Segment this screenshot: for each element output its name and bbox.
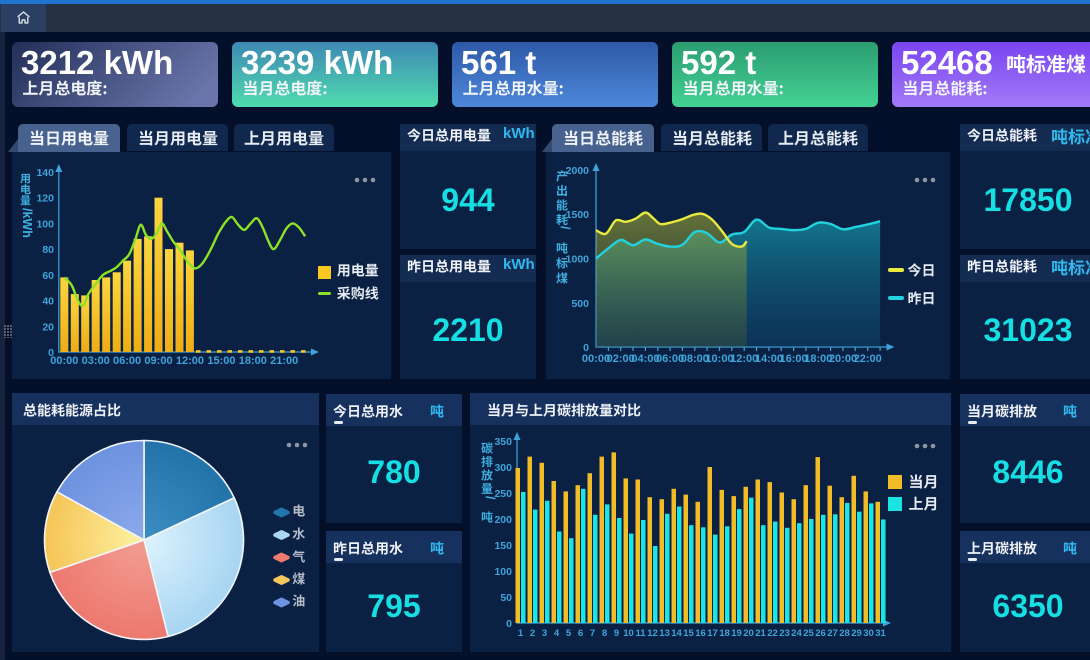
svg-text:3: 3 [542,628,547,639]
svg-text:12: 12 [647,628,658,639]
svg-text:5: 5 [566,628,572,639]
svg-text:40: 40 [42,296,54,308]
svg-text:18: 18 [719,628,730,639]
svg-text:500: 500 [571,298,589,310]
svg-text:15:00: 15:00 [207,355,235,367]
svg-text:06:00: 06:00 [656,353,684,365]
svg-text:2: 2 [530,628,535,639]
svg-text:27: 27 [827,628,838,639]
svg-text:1: 1 [518,628,524,639]
svg-text:16:00: 16:00 [780,353,808,365]
svg-text:16: 16 [695,628,706,639]
svg-text:1000: 1000 [566,254,590,266]
svg-text:140: 140 [36,167,54,179]
svg-text:06:00: 06:00 [113,355,141,367]
svg-text:7: 7 [590,628,595,639]
svg-text:08:00: 08:00 [681,353,709,365]
svg-text:50: 50 [500,592,512,604]
svg-text:0: 0 [583,342,589,354]
svg-text:0: 0 [506,618,512,630]
svg-text:11: 11 [635,628,646,639]
svg-text:04:00: 04:00 [631,353,659,365]
svg-text:23: 23 [779,628,790,639]
svg-text:14: 14 [671,628,682,639]
svg-text:12:00: 12:00 [730,353,758,365]
svg-text:10: 10 [623,628,634,639]
svg-text:4: 4 [554,628,560,639]
svg-text:60: 60 [42,270,54,282]
svg-text:150: 150 [494,540,512,552]
svg-text:100: 100 [36,218,54,230]
svg-text:14:00: 14:00 [755,353,783,365]
svg-text:13: 13 [659,628,670,639]
svg-text:03:00: 03:00 [82,355,110,367]
svg-text:120: 120 [36,193,54,205]
svg-text:10:00: 10:00 [705,353,733,365]
svg-text:22:00: 22:00 [854,353,882,365]
svg-text:26: 26 [815,628,826,639]
svg-text:6: 6 [578,628,583,639]
svg-text:2000: 2000 [566,165,590,177]
svg-text:21:00: 21:00 [270,355,298,367]
svg-text:28: 28 [839,628,850,639]
svg-text:9: 9 [614,628,619,639]
svg-text:31: 31 [875,628,886,639]
svg-text:09:00: 09:00 [144,355,172,367]
svg-text:19: 19 [731,628,742,639]
svg-text:200: 200 [494,514,512,526]
svg-text:20: 20 [743,628,754,639]
svg-text:100: 100 [494,566,512,578]
svg-text:250: 250 [494,488,512,500]
svg-text:00:00: 00:00 [50,355,78,367]
svg-text:30: 30 [863,628,874,639]
svg-text:12:00: 12:00 [176,355,204,367]
svg-text:00:00: 00:00 [582,353,610,365]
svg-text:29: 29 [851,628,862,639]
svg-text:20: 20 [42,321,54,333]
svg-text:20:00: 20:00 [829,353,857,365]
svg-text:15: 15 [683,628,694,639]
svg-text:300: 300 [494,462,512,474]
svg-text:18:00: 18:00 [239,355,267,367]
svg-text:1500: 1500 [566,209,590,221]
svg-text:8: 8 [602,628,607,639]
svg-text:22: 22 [767,628,778,639]
svg-text:350: 350 [494,436,512,448]
svg-text:24: 24 [791,628,802,639]
svg-text:0: 0 [48,347,54,359]
svg-text:02:00: 02:00 [607,353,635,365]
svg-text:21: 21 [755,628,766,639]
svg-text:25: 25 [803,628,814,639]
svg-text:17: 17 [707,628,718,639]
svg-text:80: 80 [42,244,54,256]
svg-text:18:00: 18:00 [804,353,832,365]
